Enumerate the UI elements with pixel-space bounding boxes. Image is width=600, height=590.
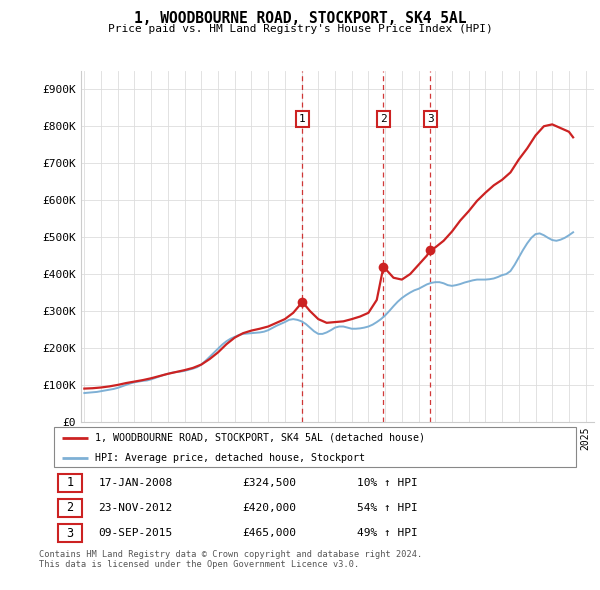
Text: Contains HM Land Registry data © Crown copyright and database right 2024.
This d: Contains HM Land Registry data © Crown c… — [39, 550, 422, 569]
Bar — [58, 499, 82, 517]
Text: 17-JAN-2008: 17-JAN-2008 — [98, 478, 173, 488]
Text: 23-NOV-2012: 23-NOV-2012 — [98, 503, 173, 513]
Bar — [58, 524, 82, 542]
Text: 1: 1 — [299, 114, 306, 124]
Text: 3: 3 — [427, 114, 434, 124]
Text: 10% ↑ HPI: 10% ↑ HPI — [357, 478, 418, 488]
Bar — [58, 474, 82, 492]
Text: £465,000: £465,000 — [242, 528, 296, 538]
Text: £420,000: £420,000 — [242, 503, 296, 513]
Text: £324,500: £324,500 — [242, 478, 296, 488]
Text: 3: 3 — [67, 527, 73, 540]
Text: 2: 2 — [67, 502, 73, 514]
Text: 2: 2 — [380, 114, 387, 124]
Text: 49% ↑ HPI: 49% ↑ HPI — [357, 528, 418, 538]
Text: 1: 1 — [67, 476, 73, 489]
Text: 09-SEP-2015: 09-SEP-2015 — [98, 528, 173, 538]
Text: HPI: Average price, detached house, Stockport: HPI: Average price, detached house, Stoc… — [95, 453, 365, 463]
Text: 54% ↑ HPI: 54% ↑ HPI — [357, 503, 418, 513]
Text: Price paid vs. HM Land Registry's House Price Index (HPI): Price paid vs. HM Land Registry's House … — [107, 24, 493, 34]
Text: 1, WOODBOURNE ROAD, STOCKPORT, SK4 5AL: 1, WOODBOURNE ROAD, STOCKPORT, SK4 5AL — [134, 11, 466, 25]
Text: 1, WOODBOURNE ROAD, STOCKPORT, SK4 5AL (detached house): 1, WOODBOURNE ROAD, STOCKPORT, SK4 5AL (… — [95, 433, 425, 443]
